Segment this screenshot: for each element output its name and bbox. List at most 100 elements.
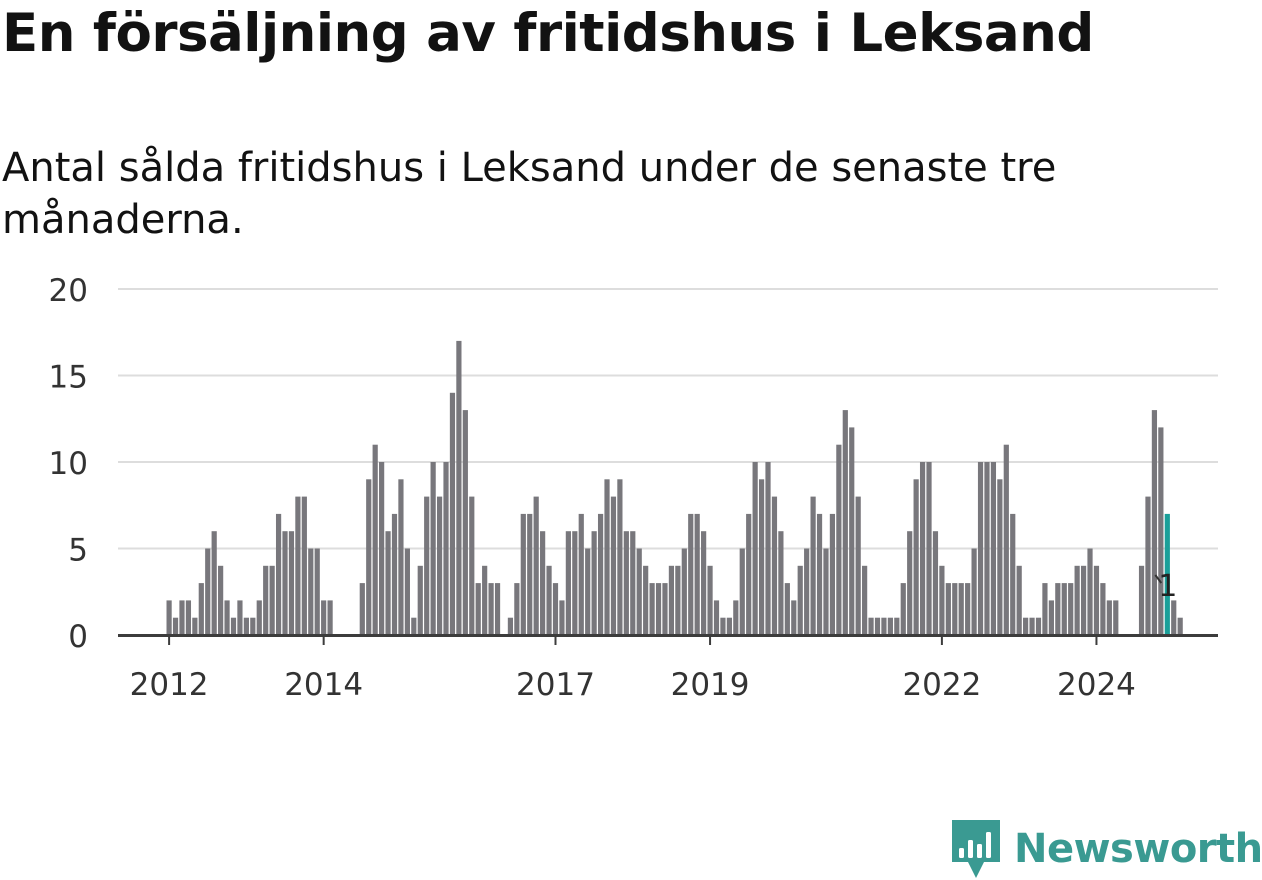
bar <box>1061 583 1067 635</box>
bar <box>411 617 417 635</box>
bar <box>977 462 984 635</box>
bar <box>887 617 893 635</box>
bar <box>591 531 597 635</box>
bar <box>379 462 385 635</box>
y-tick-label: 5 <box>68 533 88 569</box>
bar <box>965 583 971 635</box>
bar <box>855 496 861 635</box>
bar <box>701 531 707 635</box>
y-tick-label: 20 <box>49 273 88 309</box>
x-tick-label: 2012 <box>130 667 209 703</box>
bar <box>391 513 398 635</box>
bar <box>771 496 778 635</box>
bar <box>1093 565 1100 635</box>
bar <box>1023 617 1029 635</box>
y-axis-tick-labels: 0 5 10 15 20 <box>49 273 88 655</box>
bar <box>636 548 642 635</box>
bar <box>514 583 520 635</box>
x-tick-label: 2019 <box>671 667 750 703</box>
bar <box>649 583 655 635</box>
bar <box>482 565 488 635</box>
bar <box>301 496 307 635</box>
gridlines <box>118 288 1218 550</box>
bar <box>604 479 610 635</box>
bar <box>836 444 842 635</box>
bar <box>919 462 926 635</box>
bar <box>230 617 237 635</box>
bar <box>462 410 468 635</box>
bar <box>1177 617 1183 635</box>
bar <box>829 513 836 635</box>
bar <box>488 583 494 635</box>
bar <box>1068 583 1074 635</box>
bar <box>610 496 617 635</box>
bar <box>990 462 997 635</box>
bar <box>295 496 301 635</box>
x-axis-tick-labels: 2012 2014 2017 2019 2022 2024 <box>130 635 1136 703</box>
bar <box>810 496 816 635</box>
bar <box>971 548 977 635</box>
bar <box>862 565 868 635</box>
y-tick-label: 15 <box>49 360 88 396</box>
bar <box>758 479 765 635</box>
bar <box>1035 617 1042 635</box>
bar <box>1048 600 1054 635</box>
bar <box>739 548 745 635</box>
bar <box>559 600 565 635</box>
bar <box>752 462 758 635</box>
bar <box>939 565 945 635</box>
bar <box>218 565 224 635</box>
bar <box>655 583 662 635</box>
bar <box>746 513 752 635</box>
bar <box>166 600 172 635</box>
bar <box>552 583 559 635</box>
bar <box>1100 583 1106 635</box>
bar <box>417 565 423 635</box>
bar <box>520 513 526 635</box>
bar <box>372 444 378 635</box>
bar <box>997 479 1003 635</box>
chart-subtitle: Antal sålda fritidshus i Leksand under d… <box>2 145 1057 243</box>
bar <box>398 479 404 635</box>
bar <box>913 479 919 635</box>
bar <box>1029 617 1035 635</box>
bar <box>546 565 552 635</box>
bar <box>192 617 198 635</box>
annotation-label: 1 <box>1158 569 1177 604</box>
bar <box>1003 444 1009 635</box>
bar <box>172 617 179 635</box>
bar <box>842 410 848 635</box>
bar <box>643 565 649 635</box>
bar <box>527 513 533 635</box>
bar <box>1138 565 1145 635</box>
y-tick-label: 10 <box>49 446 88 482</box>
bar <box>1106 600 1112 635</box>
bar <box>314 548 320 635</box>
bar <box>681 548 687 635</box>
x-tick-label: 2022 <box>902 667 981 703</box>
bar <box>900 583 906 635</box>
bar <box>572 531 578 635</box>
bar <box>797 565 803 635</box>
bar <box>327 600 333 635</box>
bars <box>118 340 1218 637</box>
bar <box>804 548 810 635</box>
bar <box>733 600 739 635</box>
bar <box>849 427 855 635</box>
bar <box>765 462 771 635</box>
x-tick-label: 2024 <box>1057 667 1136 703</box>
bar <box>823 548 829 635</box>
chart-title: En försäljning av fritidshus i Leksand <box>2 3 1094 64</box>
bar <box>565 531 571 635</box>
bar <box>726 617 732 635</box>
bar <box>1074 565 1080 635</box>
bar <box>198 583 204 635</box>
bar <box>791 600 797 635</box>
bar <box>494 583 501 635</box>
bar <box>385 531 391 635</box>
bar <box>449 392 456 635</box>
bar <box>269 565 275 635</box>
annotation-pointer <box>1154 574 1163 584</box>
bar <box>282 531 288 635</box>
